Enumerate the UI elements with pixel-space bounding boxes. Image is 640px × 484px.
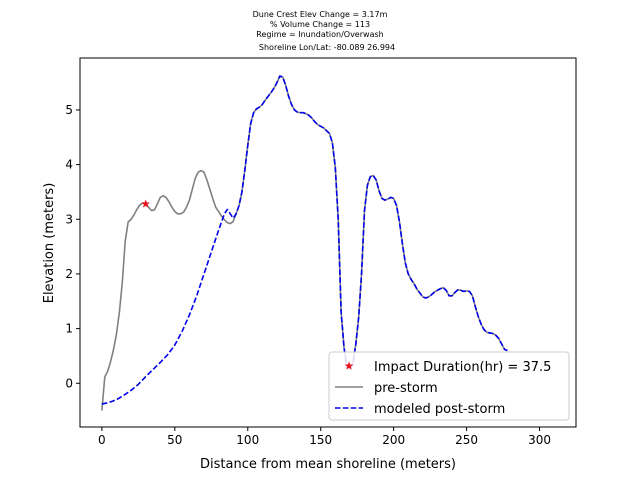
y-tick-label: 1 xyxy=(65,322,73,336)
legend-entry: pre-storm xyxy=(335,381,438,396)
legend-label: pre-storm xyxy=(374,381,438,396)
post-storm-line xyxy=(101,75,508,405)
title-line-2: % Volume Change = 113 xyxy=(270,20,370,29)
x-tick-label: 300 xyxy=(528,433,551,447)
x-tick-label: 100 xyxy=(236,433,259,447)
x-tick-label: 150 xyxy=(309,433,332,447)
title-line-1: Dune Crest Elev Change = 3.17m xyxy=(253,10,388,19)
title-line-3: Regime = Inundation/Overwash xyxy=(256,30,383,39)
axes-frame xyxy=(79,57,577,428)
y-tick-label: 4 xyxy=(65,158,73,172)
legend-label: Impact Duration(hr) = 37.5 xyxy=(374,360,551,375)
x-tick-label: 250 xyxy=(455,433,478,447)
legend-box xyxy=(328,351,570,421)
y-tick-label: 5 xyxy=(65,103,73,117)
legend: Impact Duration(hr) = 37.5 pre-storm model… xyxy=(328,351,570,421)
legend-entry: Impact Duration(hr) = 37.5 xyxy=(344,360,551,375)
series-layer xyxy=(101,75,508,411)
y-tick-label: 2 xyxy=(65,267,73,281)
y-tick-label: 3 xyxy=(65,212,73,226)
y-axis-label: Elevation (meters) xyxy=(42,183,57,304)
legend-label: modeled post-storm xyxy=(374,402,505,417)
x-tick-label: 50 xyxy=(167,433,182,447)
x-axis-ticks: 0 50 100 150 200 250 300 xyxy=(98,427,551,447)
title-line-4: Shoreline Lon/Lat: -80.089 26.994 xyxy=(259,43,395,52)
plot-area xyxy=(79,57,577,428)
impact-marker-point xyxy=(141,199,150,208)
legend-entries: Impact Duration(hr) = 37.5 pre-storm model… xyxy=(335,360,551,417)
y-tick-label: 0 xyxy=(65,376,73,390)
chart-title: Dune Crest Elev Change = 3.17m % Volume … xyxy=(253,10,395,52)
x-tick-label: 0 xyxy=(98,433,106,447)
legend-entry: modeled post-storm xyxy=(335,402,505,417)
x-axis-label: Distance from mean shoreline (meters) xyxy=(200,457,456,472)
x-tick-label: 200 xyxy=(382,433,405,447)
y-axis-ticks: 0 1 2 3 4 5 xyxy=(65,103,80,390)
legend-star-icon xyxy=(344,361,354,370)
